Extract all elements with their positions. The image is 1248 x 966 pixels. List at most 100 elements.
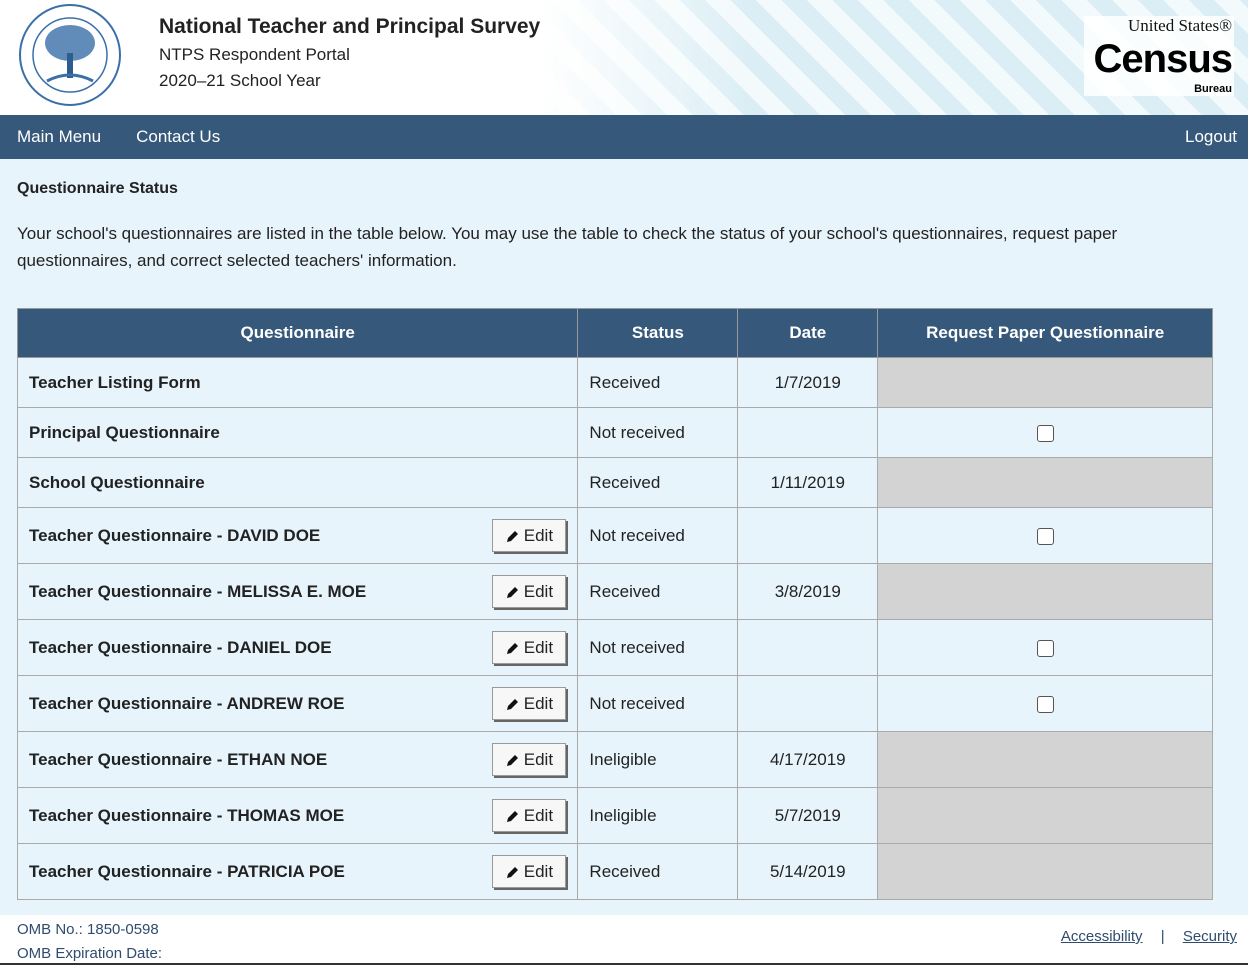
edit-label: Edit <box>523 861 554 881</box>
questionnaire-name: Teacher Questionnaire - ANDREW ROE Edit <box>16 675 579 732</box>
status-cell: Received <box>577 357 739 408</box>
table-row: School Questionnaire Received 1/11/2019 <box>16 457 1213 508</box>
status-cell: Not received <box>577 507 739 564</box>
questionnaire-name: Teacher Questionnaire - PATRICIA POE Edit <box>16 843 579 900</box>
department-of-education-seal-logo <box>19 4 121 106</box>
omb-number: OMB No.: 1850-0598 <box>17 921 159 938</box>
footer-separator: | <box>1160 928 1165 945</box>
site-header: National Teacher and Principal Survey NT… <box>0 0 1248 115</box>
edit-button[interactable]: Edit <box>492 575 567 608</box>
header-date: Date <box>737 308 879 358</box>
table-row: Teacher Questionnaire - ETHAN NOE Edit Ine… <box>16 731 1213 788</box>
edit-label: Edit <box>523 525 554 545</box>
site-title: National Teacher and Principal Survey <box>159 15 541 38</box>
request-paper-checkbox[interactable] <box>1036 695 1054 713</box>
request-cell <box>877 675 1213 732</box>
request-cell <box>877 407 1213 458</box>
request-paper-checkbox[interactable] <box>1036 527 1054 545</box>
school-year: 2020–21 School Year <box>159 71 321 90</box>
pencil-icon <box>506 586 518 598</box>
table-row: Teacher Questionnaire - DAVID DOE Edit Not… <box>16 507 1213 564</box>
request-cell-disabled <box>877 731 1213 788</box>
questionnaire-label: Teacher Questionnaire - MELISSA E. MOE <box>29 581 367 601</box>
table-row: Principal Questionnaire Not received <box>16 407 1213 458</box>
request-cell <box>877 619 1213 676</box>
pencil-icon <box>506 642 518 654</box>
census-bureau-logo: United States® Census Bureau <box>1084 16 1234 96</box>
request-cell-disabled <box>877 457 1213 508</box>
accessibility-link[interactable]: Accessibility <box>1060 928 1143 945</box>
table-row: Teacher Questionnaire - DANIEL DOE Edit No… <box>16 619 1213 676</box>
status-cell: Received <box>577 843 739 900</box>
edit-label: Edit <box>523 805 554 825</box>
date-cell <box>737 407 879 458</box>
request-cell-disabled <box>877 787 1213 844</box>
questionnaire-name: Teacher Questionnaire - THOMAS MOE Edit <box>16 787 579 844</box>
security-link[interactable]: Security <box>1182 928 1237 945</box>
edit-button[interactable]: Edit <box>492 743 567 776</box>
request-cell-disabled <box>877 843 1213 900</box>
edit-label: Edit <box>523 749 554 769</box>
nav-contact-us[interactable]: Contact Us <box>136 127 221 146</box>
pencil-icon <box>506 754 518 766</box>
status-cell: Ineligible <box>577 731 739 788</box>
table-row: Teacher Questionnaire - ANDREW ROE Edit No… <box>16 675 1213 732</box>
nav-main-menu[interactable]: Main Menu <box>17 127 102 146</box>
date-cell: 1/7/2019 <box>737 357 879 408</box>
questionnaire-name: Teacher Questionnaire - ETHAN NOE Edit <box>16 731 579 788</box>
table-row: Teacher Questionnaire - PATRICIA POE Edit… <box>16 843 1213 900</box>
omb-expiration: OMB Expiration Date: <box>17 945 163 962</box>
date-cell: 5/14/2019 <box>737 843 879 900</box>
edit-button[interactable]: Edit <box>492 855 567 888</box>
date-cell <box>737 619 879 676</box>
edit-label: Edit <box>523 581 554 601</box>
pencil-icon <box>506 810 518 822</box>
intro-text: Your school's questionnaires are listed … <box>17 224 1118 270</box>
edit-label: Edit <box>523 693 554 713</box>
header-request-paper: Request Paper Questionnaire <box>877 308 1213 358</box>
header-questionnaire: Questionnaire <box>16 308 579 358</box>
request-paper-checkbox[interactable] <box>1036 639 1054 657</box>
date-cell: 3/8/2019 <box>737 563 879 620</box>
questionnaire-name: Teacher Questionnaire - DAVID DOE Edit <box>16 507 579 564</box>
questionnaire-label: Teacher Questionnaire - DAVID DOE <box>29 525 321 545</box>
questionnaire-label: Teacher Questionnaire - THOMAS MOE <box>29 805 345 825</box>
top-nav: Main Menu Contact Us Logout <box>0 115 1248 159</box>
header-status: Status <box>577 308 739 358</box>
table-row: Teacher Questionnaire - THOMAS MOE Edit In… <box>16 787 1213 844</box>
questionnaire-label: Teacher Questionnaire - PATRICIA POE <box>29 861 345 881</box>
status-cell: Not received <box>577 407 739 458</box>
status-cell: Not received <box>577 675 739 732</box>
edit-button[interactable]: Edit <box>492 631 567 664</box>
questionnaire-label: Teacher Questionnaire - ETHAN NOE <box>29 749 328 769</box>
date-cell: 5/7/2019 <box>737 787 879 844</box>
questionnaire-name: Teacher Questionnaire - DANIEL DOE Edit <box>16 619 579 676</box>
pencil-icon <box>506 866 518 878</box>
pencil-icon <box>506 530 518 542</box>
edit-button[interactable]: Edit <box>492 519 567 552</box>
questionnaire-name: Teacher Listing Form <box>16 357 579 408</box>
request-paper-checkbox[interactable] <box>1036 424 1054 442</box>
questionnaire-table: Questionnaire Status Date Request Paper … <box>16 308 1213 900</box>
edit-button[interactable]: Edit <box>492 799 567 832</box>
questionnaire-label: School Questionnaire <box>29 472 205 492</box>
edit-button[interactable]: Edit <box>492 687 567 720</box>
main-content: Questionnaire Status Your school's quest… <box>0 159 1248 915</box>
census-logo-line2: Census <box>1093 37 1234 81</box>
table-row: Teacher Listing Form Received 1/7/2019 <box>16 357 1213 408</box>
questionnaire-name: School Questionnaire <box>16 457 579 508</box>
questionnaire-name: Principal Questionnaire <box>16 407 579 458</box>
status-cell: Received <box>577 563 739 620</box>
logout-link[interactable]: Logout <box>1185 127 1237 146</box>
status-cell: Received <box>577 457 739 508</box>
census-logo-line1: United States® <box>1127 16 1232 35</box>
site-subtitle: NTPS Respondent Portal <box>159 45 350 64</box>
questionnaire-label: Teacher Questionnaire - ANDREW ROE <box>29 693 345 713</box>
request-cell <box>877 507 1213 564</box>
status-cell: Ineligible <box>577 787 739 844</box>
census-logo-line3: Bureau <box>1194 83 1232 95</box>
table-row: Teacher Questionnaire - MELISSA E. MOE Ed… <box>16 563 1213 620</box>
footer: OMB No.: 1850-0598 OMB Expiration Date: … <box>0 915 1248 965</box>
status-cell: Not received <box>577 619 739 676</box>
questionnaire-label: Principal Questionnaire <box>29 422 220 442</box>
